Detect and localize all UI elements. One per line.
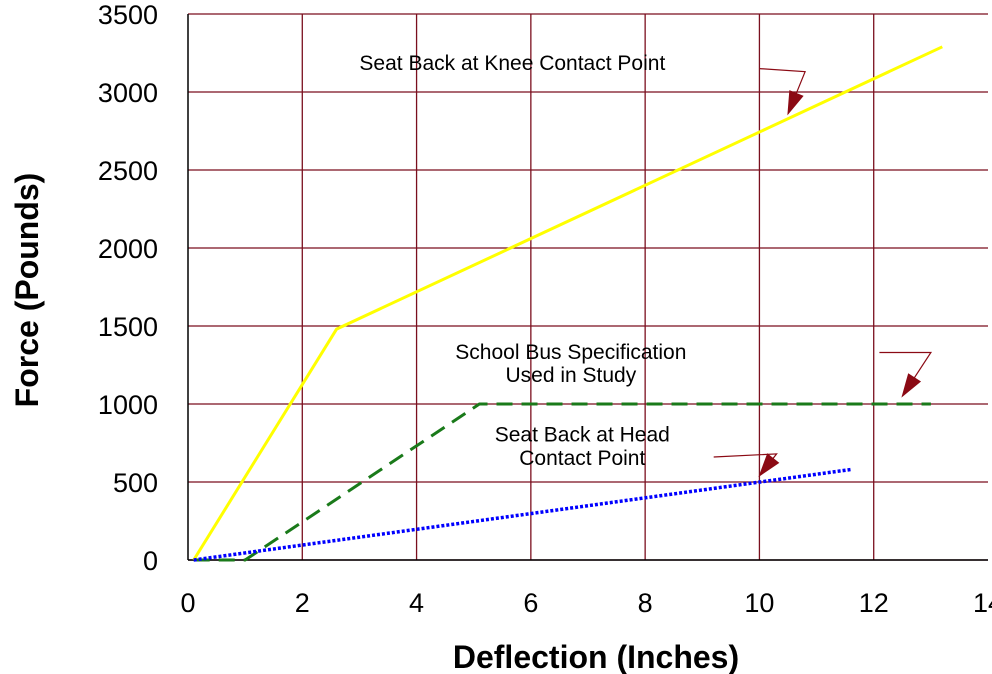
y-tick-labels: 0 500 1000 1500 2000 2500 3000 3500 <box>98 0 158 576</box>
grid <box>187 13 988 561</box>
x-tick-label: 6 <box>523 588 538 618</box>
y-tick-label: 2500 <box>98 156 158 186</box>
y-tick-label: 500 <box>113 468 158 498</box>
y-tick-label: 2000 <box>98 234 158 264</box>
x-tick-label: 8 <box>638 588 653 618</box>
annotations: Seat Back at Knee Contact Point School Bu… <box>359 52 933 478</box>
x-tick-label: 2 <box>295 588 310 618</box>
x-tick-label: 4 <box>409 588 424 618</box>
annotation-spec-text: School Bus Specification <box>455 341 686 364</box>
y-tick-label: 3500 <box>98 0 158 30</box>
x-tick-label: 12 <box>859 588 889 618</box>
series-line-spec <box>193 402 931 562</box>
annotation-knee-text: Seat Back at Knee Contact Point <box>359 52 665 75</box>
x-tick-label: 14 <box>973 588 992 618</box>
y-tick-label: 0 <box>143 546 158 576</box>
annotation-knee-arrowhead <box>787 90 804 116</box>
x-axis-label: Deflection (Inches) <box>453 639 739 674</box>
series-lines <box>192 45 943 562</box>
y-tick-label: 3000 <box>98 78 158 108</box>
x-tick-labels: 0 2 4 6 8 10 12 14 <box>180 588 992 618</box>
series-line-head <box>193 467 852 562</box>
series-line-knee <box>192 45 943 561</box>
annotation-spec-arrowhead <box>901 373 922 398</box>
annotation-head-text: Seat Back at Head <box>495 423 670 446</box>
x-tick-label: 0 <box>180 588 195 618</box>
annotation-spec-text: Used in Study <box>505 364 636 387</box>
annotation-knee-leader <box>759 68 806 115</box>
y-tick-label: 1000 <box>98 390 158 420</box>
y-tick-label: 1500 <box>98 312 158 342</box>
annotation-head-arrowhead <box>758 453 780 478</box>
y-axis-label: Force (Pounds) <box>9 173 45 408</box>
annotation-head-text: Contact Point <box>519 447 645 470</box>
x-tick-label: 10 <box>744 588 774 618</box>
